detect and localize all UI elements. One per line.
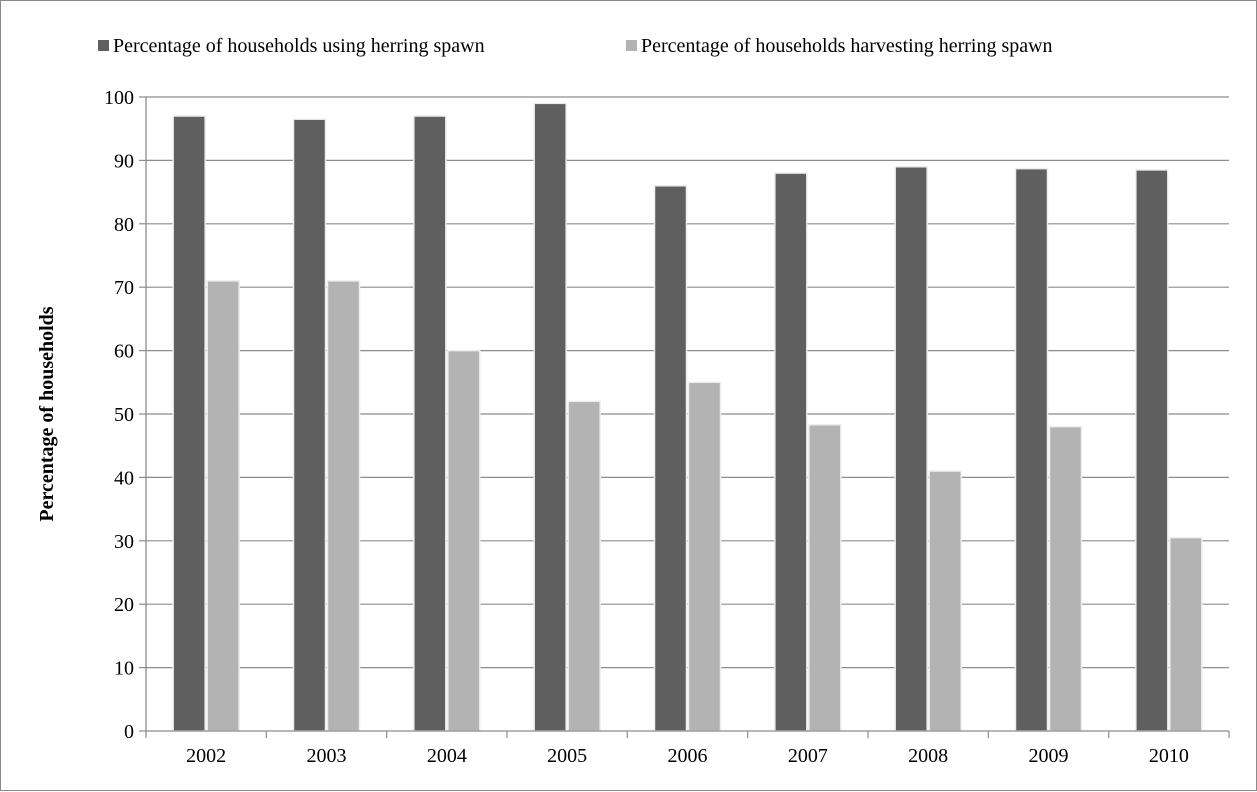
y-tick-label: 0: [124, 721, 134, 743]
bar-using-2005: [533, 102, 567, 732]
y-tick-label: 90: [114, 150, 134, 172]
bar-using-2002: [172, 115, 206, 732]
x-tick-label: 2003: [307, 745, 347, 767]
y-tick-label: 60: [114, 341, 134, 363]
bar-using-2006: [653, 185, 688, 732]
x-tick-label: 2009: [1029, 745, 1069, 767]
gridlines: [146, 96, 1229, 669]
y-tick-label: 20: [114, 594, 134, 616]
bar-harvesting-2009: [1048, 425, 1083, 732]
x-tick-label: 2004: [427, 745, 467, 767]
legend: Percentage of households using herring s…: [98, 35, 1053, 57]
legend-swatch-using: [98, 40, 109, 51]
bar-harvesting-2008: [928, 470, 962, 732]
y-tick-label: 40: [114, 467, 134, 489]
axes: [145, 97, 1229, 732]
bar-using-2010: [1135, 169, 1169, 732]
bar-using-2003: [292, 118, 327, 732]
bar-harvesting-2004: [447, 349, 481, 732]
bar-using-2009: [1014, 167, 1049, 732]
x-tick-label: 2008: [908, 745, 948, 767]
y-tick-label: 50: [114, 404, 134, 426]
bar-using-2004: [413, 115, 447, 732]
legend-label-using: Percentage of households using herring s…: [113, 35, 485, 57]
bar-harvesting-2003: [326, 280, 361, 732]
x-tick-label: 2010: [1149, 745, 1189, 767]
y-tick-label: 80: [114, 214, 134, 236]
y-tick-label: 10: [114, 658, 134, 680]
bar-harvesting-2006: [687, 381, 722, 732]
legend-label-harvesting: Percentage of households harvesting herr…: [641, 35, 1053, 57]
x-tick-label: 2002: [186, 745, 226, 767]
y-axis-ticks: 0 10 20 30 40 50 60 70 80 90 100: [104, 87, 146, 743]
legend-swatch-harvesting: [626, 40, 637, 51]
y-tick-label: 100: [104, 87, 134, 109]
x-tick-label: 2005: [547, 745, 587, 767]
x-tick-label: 2007: [788, 745, 828, 767]
y-tick-label: 30: [114, 531, 134, 553]
y-axis-label: Percentage of households: [36, 306, 58, 521]
bar-harvesting-2005: [567, 400, 601, 732]
x-tick-label: 2006: [668, 745, 708, 767]
bar-harvesting-2010: [1169, 536, 1203, 732]
bar-using-2007: [774, 172, 808, 732]
bar-using-2008: [894, 165, 928, 732]
bar-harvesting-2002: [206, 280, 240, 732]
x-axis-ticks: 2002 2003 2004 2005 2006 2007 2008 2009 2010: [145, 731, 1230, 767]
y-tick-label: 70: [114, 277, 134, 299]
bar-harvesting-2007: [808, 424, 842, 732]
bars: [172, 102, 1203, 732]
